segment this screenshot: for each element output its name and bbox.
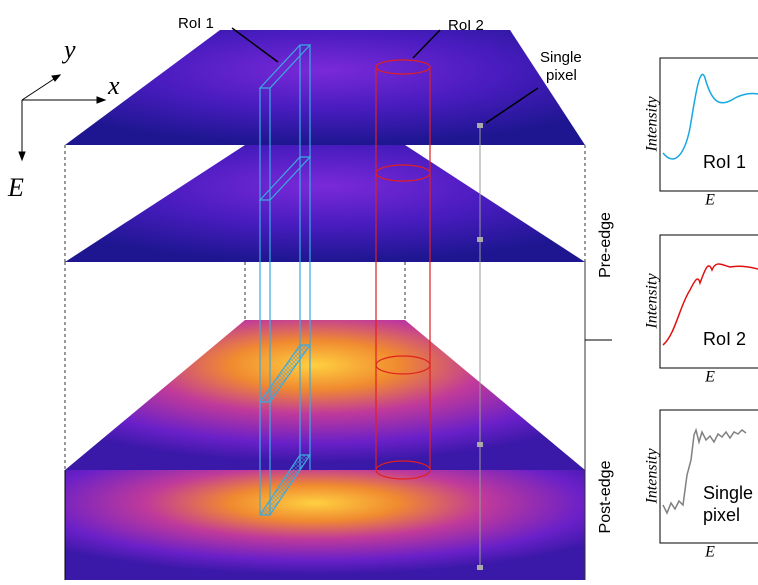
layer [65,30,585,145]
stage-label: Post-edge [597,460,614,533]
layer [65,145,585,262]
inset-curve [663,74,758,159]
layer [65,470,585,580]
inset-x-label: E [704,369,715,386]
callout: Single [540,49,582,66]
inset-label: pixel [703,505,740,525]
axes-arrows [19,75,105,160]
inset-y-label: Intensity [644,448,661,505]
inset-y-label: Intensity [644,96,661,153]
insets: Intensity E RoI 1 Intensity E RoI 2 Intensity E… [644,58,758,561]
inset-x-label: E [704,544,715,561]
layers [65,30,585,580]
axis-label: E [7,173,24,202]
callout: pixel [546,67,577,84]
inset-x-label: E [704,192,715,209]
callout: RoI 2 [448,17,484,34]
axis-label: y [61,35,76,64]
callout: RoI 1 [178,15,214,32]
inset-label: RoI 2 [703,329,746,349]
figure: RoI 1 RoI 2 Single pixel y x E Pre-edge … [0,0,758,585]
inset-label: RoI 1 [703,152,746,172]
layer [65,320,585,470]
stage-label: Pre-edge [597,212,614,278]
inset-y-label: Intensity [644,273,661,330]
axis-label: x [107,71,120,100]
inset-label: Single [703,483,753,503]
